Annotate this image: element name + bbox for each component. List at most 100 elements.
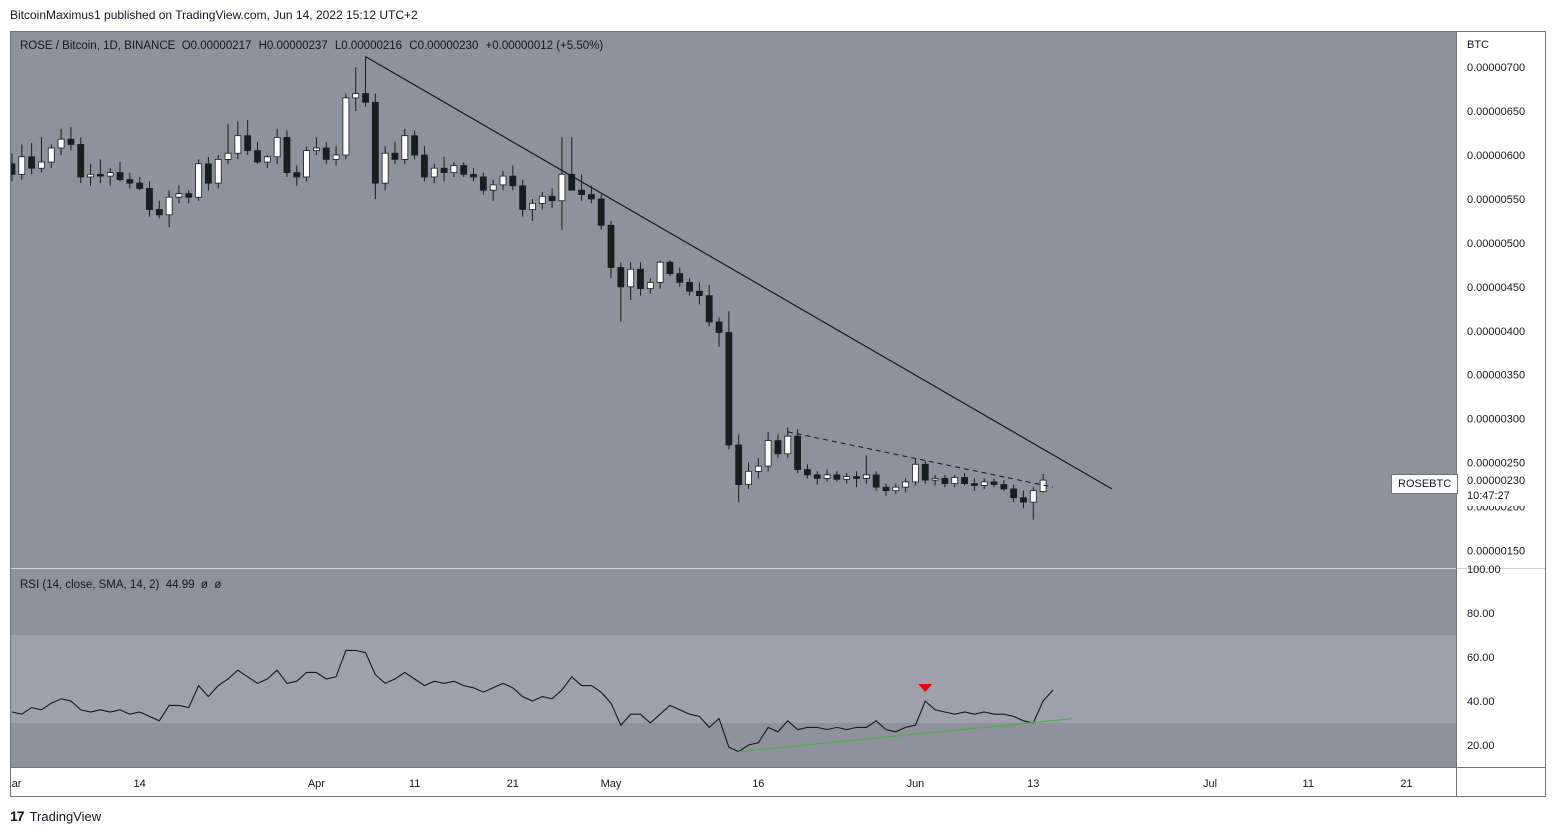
open-value: 0.00000217 (190, 40, 252, 52)
candle (696, 290, 703, 297)
candle (352, 93, 360, 99)
last-price-tag: 0.00000230 10:47:27 (1461, 474, 1541, 506)
candle (57, 138, 65, 149)
candle (617, 267, 625, 288)
candle (509, 175, 517, 187)
candle (833, 474, 841, 480)
candle (47, 147, 55, 163)
descending-resistance-line[interactable] (365, 56, 1113, 490)
candle (362, 93, 369, 103)
dashed-resistance-line[interactable] (787, 431, 1054, 488)
bar-countdown: 10:47:27 (1467, 490, 1510, 502)
time-tick-label: 13 (1027, 778, 1039, 790)
candle (106, 172, 114, 177)
time-tick-label: 21 (1400, 778, 1412, 790)
price-tick-label: 0.00000500 (1467, 238, 1525, 250)
price-tick-label: 0.00000350 (1467, 370, 1525, 382)
candle (204, 163, 212, 184)
time-tick-label: 21 (507, 778, 519, 790)
rsi-axis[interactable]: 100.00 80.00 60.00 40.00 20.00 (1467, 564, 1501, 752)
candle (224, 152, 232, 160)
candle (116, 172, 124, 181)
footer-brand: TradingView (29, 808, 102, 824)
candle (450, 165, 458, 173)
low-key: L (334, 40, 342, 52)
change-value: +0.00000012 (+5.50%) (485, 40, 604, 52)
rsi-group (11, 649, 1073, 753)
candle (342, 97, 350, 156)
candle (165, 196, 173, 216)
candle (1010, 488, 1018, 499)
time-tick-label: 11 (409, 778, 420, 790)
candle (548, 195, 556, 202)
candle (479, 176, 487, 191)
candle (18, 156, 26, 175)
trendlines-group[interactable] (365, 56, 1113, 490)
candle (578, 189, 585, 195)
time-tick-label: 11 (1303, 778, 1314, 790)
candle (1020, 497, 1027, 503)
candle (499, 175, 507, 186)
close-key: C (409, 40, 418, 52)
candle (136, 182, 144, 189)
rsi-label[interactable]: RSI (14, close, SMA, 14, 2) (20, 579, 160, 591)
high-key: H (258, 40, 267, 52)
candle (185, 193, 193, 198)
chart-svg[interactable]: BTC 0.00000700 0.00000650 0.00000600 0.00000… (11, 32, 1545, 796)
candle (28, 156, 36, 169)
candle (941, 477, 949, 485)
candle (538, 195, 546, 204)
candle (627, 268, 635, 288)
candle (391, 152, 399, 160)
price-legend: ROSE / Bitcoin, 1D, BINANCE O0.00000217 … (20, 40, 607, 52)
time-tick-label: Jun (907, 778, 925, 790)
close-value: 0.00000230 (417, 40, 479, 52)
price-tick-label: 0.00000300 (1467, 414, 1525, 426)
symbol-label[interactable]: ROSE / Bitcoin, 1D, BINANCE (20, 40, 176, 52)
candle (597, 198, 605, 226)
candle (322, 147, 330, 160)
rsi-support-line[interactable] (738, 718, 1073, 753)
footer[interactable]: 17 TradingView (10, 808, 101, 824)
price-tick-label: 0.00000250 (1467, 458, 1525, 470)
candle (862, 474, 870, 479)
candle (244, 135, 252, 152)
candle (705, 295, 713, 323)
candle (11, 163, 16, 175)
candle (587, 194, 595, 200)
candle (892, 486, 900, 492)
candle (637, 268, 644, 289)
candle (872, 474, 880, 488)
candle (146, 188, 153, 210)
time-tick-label: 16 (752, 778, 764, 790)
rsi-tick-label: 100.00 (1467, 564, 1501, 576)
candle (774, 440, 782, 455)
time-axis[interactable]: Mar 14 Apr 11 21 May 16 Jun 13 Jul 11 21 (11, 778, 1413, 790)
candle (195, 163, 202, 198)
candle (784, 435, 792, 455)
candle (902, 481, 910, 488)
candle (951, 477, 959, 485)
candle (686, 282, 693, 292)
rsi-na-1: ø (200, 579, 208, 591)
candle (794, 435, 801, 470)
candles-group (11, 56, 1047, 520)
bearish-marker-icon[interactable] (918, 684, 933, 692)
candle (921, 463, 929, 481)
candle (568, 173, 576, 191)
candle (666, 261, 674, 275)
rsi-tick-label: 60.00 (1467, 652, 1495, 664)
last-price-value: 0.00000230 (1467, 475, 1526, 487)
candle (745, 470, 752, 485)
candle (77, 144, 85, 178)
price-axis-unit: BTC (1467, 39, 1489, 51)
candle (411, 135, 419, 156)
candle (214, 159, 222, 184)
candle (332, 154, 340, 160)
price-tick-label: 0.00000700 (1467, 62, 1525, 74)
candle (263, 156, 271, 163)
time-tick-label: 14 (134, 778, 146, 790)
candle (175, 193, 183, 198)
rsi-line (11, 649, 1054, 753)
candle (970, 483, 978, 486)
